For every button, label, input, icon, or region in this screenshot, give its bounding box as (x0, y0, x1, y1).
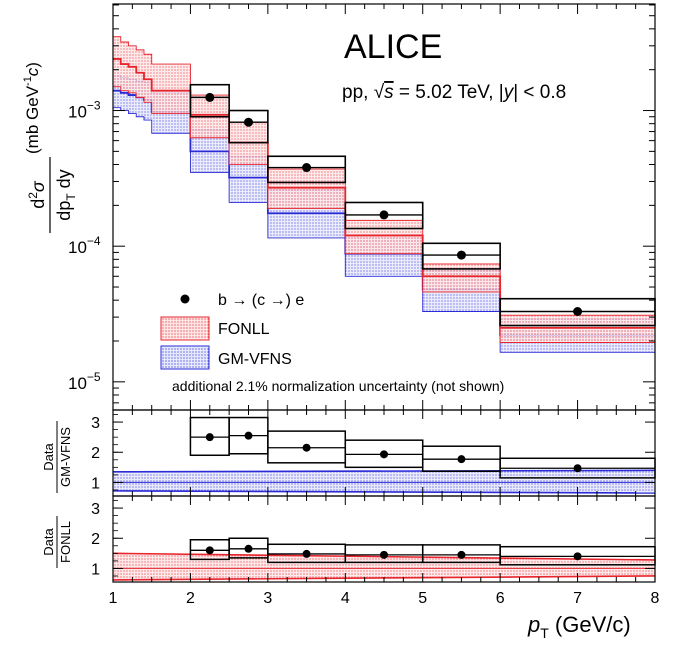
ratio2-ytick-label-1: 2 (91, 531, 100, 548)
ratio1-band-upper (112, 469, 656, 473)
data-point-2 (302, 163, 312, 173)
ratio2-band-area (113, 553, 655, 580)
ratio1-ylabel: Data GM-VFNS (41, 421, 73, 493)
band-fonll-area-11 (500, 315, 655, 343)
legend: b → (c →) e FONLL GM-VFNS (160, 292, 304, 370)
xlabel: pT (GeV/c) (527, 612, 631, 641)
main-panel: 10−3 10−4 10−5 (68, 3, 656, 411)
ratio1-ytick-label-2: 3 (91, 415, 100, 432)
xtick-label-3: 4 (341, 590, 350, 607)
ratio2-ylabel: Data FONLL (41, 516, 73, 568)
xtick-label-5: 6 (496, 590, 505, 607)
normalization-note: additional 2.1% normalization uncertaint… (172, 378, 504, 394)
ratio2-point-3 (380, 550, 388, 559)
main-ytick-label-0: 10−3 (68, 99, 101, 122)
band-gm-vfns-area-3 (136, 81, 144, 117)
ratio-panel-gmvfns: 1 2 3 (91, 409, 656, 497)
band-fonll-area-2 (128, 45, 137, 93)
band-fonll-area-3 (136, 49, 144, 98)
chart-subtitle: pp, √s = 5.02 TeV, |y| < 0.8 (342, 82, 566, 103)
main-ylabel: d2σ dpT dy (mb GeV-1c) (22, 62, 78, 233)
data-point-1 (244, 117, 253, 127)
ratio2-ylabel-bottom: FONLL (58, 521, 73, 563)
ratio1-point-3 (380, 450, 388, 459)
ratio1-point-5 (573, 464, 582, 473)
ratio2-ytick-label-0: 1 (91, 561, 100, 578)
ratio1-ytick-label-0: 1 (91, 475, 100, 492)
main-ytick-label-1: 10−4 (68, 234, 101, 257)
band-fonll-area-4 (143, 54, 152, 103)
ratio1-point-4 (457, 455, 466, 464)
legend-label-gmvfns: GM-VFNS (218, 351, 292, 368)
band-fonll-area-8 (267, 169, 346, 209)
ratio1-band-area (113, 470, 655, 493)
band-gm-vfns-area-2 (128, 79, 137, 114)
data-sys-box-2 (267, 155, 347, 184)
ratio2-point-1 (244, 544, 253, 553)
legend-marker-data (180, 294, 190, 304)
data-sys-box-4 (421, 242, 501, 270)
xtick-label-0: 1 (109, 590, 118, 607)
ratio2-ylabel-top: Data (41, 528, 56, 556)
legend-label-fonll: FONLL (218, 321, 270, 338)
xtick-label-2: 3 (263, 590, 272, 607)
band-gm-vfns-area-0 (113, 75, 121, 108)
ratio2-point-5 (573, 552, 582, 561)
legend-swatch-gmvfns (160, 345, 210, 370)
data-sys-box-1 (228, 109, 269, 144)
ratio1-point-1 (244, 431, 253, 440)
ratio2-point-0 (205, 546, 214, 555)
ratio2-point-2 (302, 549, 311, 558)
data-sys-box-0 (189, 83, 230, 118)
ratio2-ytick-label-2: 3 (91, 501, 100, 518)
ylabel-numerator: d2σ (26, 180, 48, 209)
chart-title: ALICE (344, 28, 442, 66)
ratio1-ytick-label-1: 2 (91, 445, 100, 462)
xtick-label-4: 5 (418, 590, 427, 607)
xtick-label-6: 7 (573, 590, 582, 607)
ratio1-point-2 (302, 443, 311, 452)
ylabel-unit: (mb GeV-1c) (22, 62, 42, 154)
data-point-5 (573, 306, 583, 316)
ratio-panel-fonll: 1 2 3 1 2 3 4 5 6 7 8 (91, 495, 660, 607)
main-ytick-label-2: 10−5 (68, 370, 101, 393)
band-fonll-area-9 (345, 220, 423, 254)
band-gm-vfns-area-1 (120, 77, 129, 111)
ylabel-denominator: dpT dy (54, 169, 78, 220)
band-fonll-area-0 (113, 36, 121, 87)
band-fonll-area-5 (151, 64, 191, 114)
ratio1-ylabel-top: Data (41, 443, 56, 471)
xtick-label-7: 8 (651, 590, 660, 607)
legend-label-data: b → (c →) e (218, 292, 304, 309)
xtick-label-1: 2 (186, 590, 195, 607)
ratio2-point-4 (457, 550, 466, 559)
ratio1-point-0 (205, 433, 214, 442)
data-point-4 (456, 250, 466, 260)
data-point-3 (379, 210, 389, 220)
ratio1-ylabel-bottom: GM-VFNS (58, 427, 73, 487)
data-point-0 (205, 92, 215, 102)
legend-swatch-fonll (160, 316, 210, 341)
band-fonll-area-1 (120, 42, 129, 91)
